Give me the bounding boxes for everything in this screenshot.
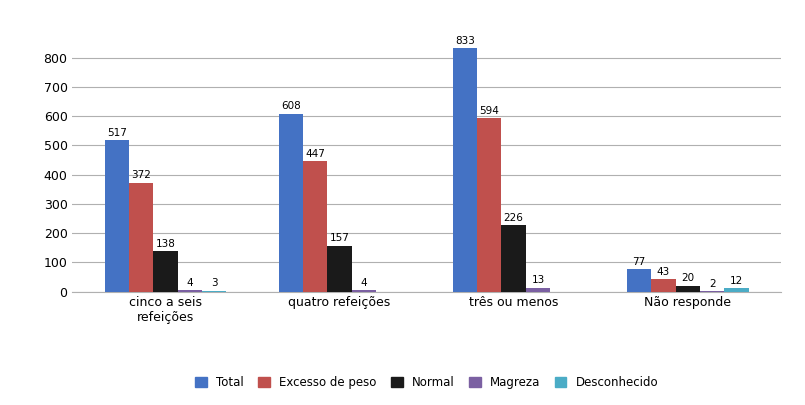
Bar: [279, 114, 303, 292]
Text: 226: 226: [504, 213, 523, 223]
Bar: [724, 288, 749, 292]
Text: 157: 157: [330, 233, 349, 243]
Bar: [328, 246, 352, 292]
Bar: [129, 183, 154, 292]
Bar: [651, 279, 675, 292]
Text: 3: 3: [211, 278, 217, 288]
Legend: Total, Excesso de peso, Normal, Magreza, Desconhecido: Total, Excesso de peso, Normal, Magreza,…: [190, 371, 663, 394]
Text: 138: 138: [155, 239, 175, 249]
Bar: [352, 290, 376, 292]
Bar: [477, 118, 502, 292]
Text: 43: 43: [657, 266, 670, 277]
Text: 4: 4: [361, 278, 367, 288]
Text: 447: 447: [305, 149, 325, 158]
Text: 608: 608: [281, 101, 301, 111]
Bar: [303, 161, 328, 292]
Text: 20: 20: [681, 273, 694, 283]
Bar: [526, 288, 551, 292]
Bar: [202, 291, 226, 292]
Text: 4: 4: [187, 278, 193, 288]
Bar: [700, 291, 724, 292]
Bar: [178, 290, 202, 292]
Text: 833: 833: [455, 36, 475, 46]
Bar: [502, 226, 526, 292]
Text: 12: 12: [730, 276, 743, 286]
Bar: [675, 286, 700, 292]
Text: 517: 517: [107, 128, 126, 138]
Text: 2: 2: [708, 279, 716, 289]
Text: 594: 594: [479, 106, 499, 115]
Text: 13: 13: [531, 275, 545, 286]
Bar: [452, 48, 477, 292]
Bar: [627, 269, 651, 292]
Text: 77: 77: [633, 257, 646, 267]
Bar: [154, 251, 178, 292]
Text: 372: 372: [131, 171, 151, 181]
Bar: [105, 141, 129, 292]
